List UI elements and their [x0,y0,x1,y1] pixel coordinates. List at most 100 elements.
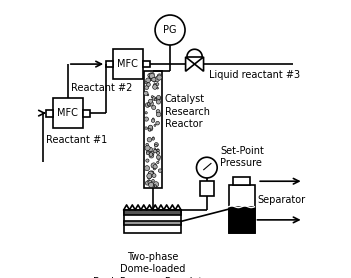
Circle shape [197,157,217,178]
Circle shape [154,143,158,147]
Circle shape [145,127,147,129]
Circle shape [150,78,152,81]
Circle shape [147,83,150,86]
Circle shape [149,76,153,80]
Circle shape [155,15,185,45]
Text: Reactant #2: Reactant #2 [71,83,132,93]
Circle shape [154,98,157,101]
Circle shape [149,153,153,157]
Bar [46,110,53,116]
Circle shape [153,182,159,187]
Text: MFC: MFC [117,59,138,69]
Circle shape [158,158,160,160]
Text: Liquid reactant #3: Liquid reactant #3 [209,70,300,80]
Circle shape [154,77,159,82]
Circle shape [152,137,154,139]
Circle shape [154,148,156,150]
Circle shape [145,86,148,90]
Circle shape [146,143,148,146]
Text: Reactant #1: Reactant #1 [46,135,107,145]
Circle shape [152,77,156,82]
Circle shape [158,169,162,172]
Circle shape [145,145,150,151]
Circle shape [147,103,150,105]
Circle shape [146,152,149,155]
Circle shape [144,91,148,96]
Circle shape [153,149,157,153]
Circle shape [157,74,162,79]
Circle shape [156,112,161,117]
Circle shape [148,99,153,103]
Circle shape [157,161,159,163]
Text: MFC: MFC [58,108,78,118]
Circle shape [151,163,156,168]
Circle shape [148,126,153,131]
Circle shape [148,173,152,178]
Circle shape [153,165,157,169]
Polygon shape [186,57,194,71]
Circle shape [153,185,155,187]
Circle shape [152,97,155,100]
Circle shape [148,180,152,184]
Circle shape [147,180,150,183]
Bar [229,207,254,233]
Circle shape [147,173,152,178]
Circle shape [149,73,155,79]
Circle shape [153,80,155,82]
Circle shape [153,83,157,87]
Polygon shape [194,57,204,71]
Text: Two-phase
Dome-loaded
Back Pressure Regulator: Two-phase Dome-loaded Back Pressure Regu… [93,252,212,278]
Text: Separator: Separator [257,195,305,205]
Bar [83,110,90,116]
Circle shape [154,166,155,168]
Text: Set-Point
Pressure: Set-Point Pressure [220,145,264,168]
Bar [200,181,214,196]
Circle shape [151,96,154,98]
Circle shape [147,150,150,154]
Circle shape [153,85,157,89]
Circle shape [150,171,154,175]
Circle shape [148,74,151,77]
Circle shape [148,171,153,176]
Bar [124,210,181,215]
Circle shape [157,75,162,80]
Circle shape [156,100,161,104]
Circle shape [145,181,150,185]
Circle shape [149,153,154,158]
Circle shape [152,73,154,75]
Bar [113,49,143,79]
Bar [53,98,83,128]
Circle shape [147,137,152,142]
Circle shape [159,97,161,100]
Circle shape [148,125,153,130]
Circle shape [157,113,160,116]
Circle shape [147,94,149,96]
Bar [106,61,113,68]
Circle shape [145,112,147,114]
Circle shape [156,121,159,125]
Circle shape [148,73,154,78]
Circle shape [145,166,150,171]
Circle shape [148,177,151,179]
Text: Catalyst
Research
Reactor: Catalyst Research Reactor [165,95,210,129]
Circle shape [144,117,148,121]
Circle shape [148,182,154,187]
Circle shape [157,149,159,151]
Circle shape [150,151,154,155]
Circle shape [146,78,151,83]
Circle shape [154,124,156,126]
Circle shape [152,173,156,178]
Circle shape [157,152,160,155]
Circle shape [152,138,154,140]
Circle shape [148,128,151,131]
Circle shape [157,149,159,152]
Circle shape [152,179,154,182]
Circle shape [156,83,159,86]
Circle shape [156,110,160,113]
Bar [233,177,250,185]
Circle shape [151,119,155,122]
Circle shape [148,101,153,106]
Circle shape [145,81,148,84]
Circle shape [157,155,160,159]
Circle shape [146,159,149,162]
